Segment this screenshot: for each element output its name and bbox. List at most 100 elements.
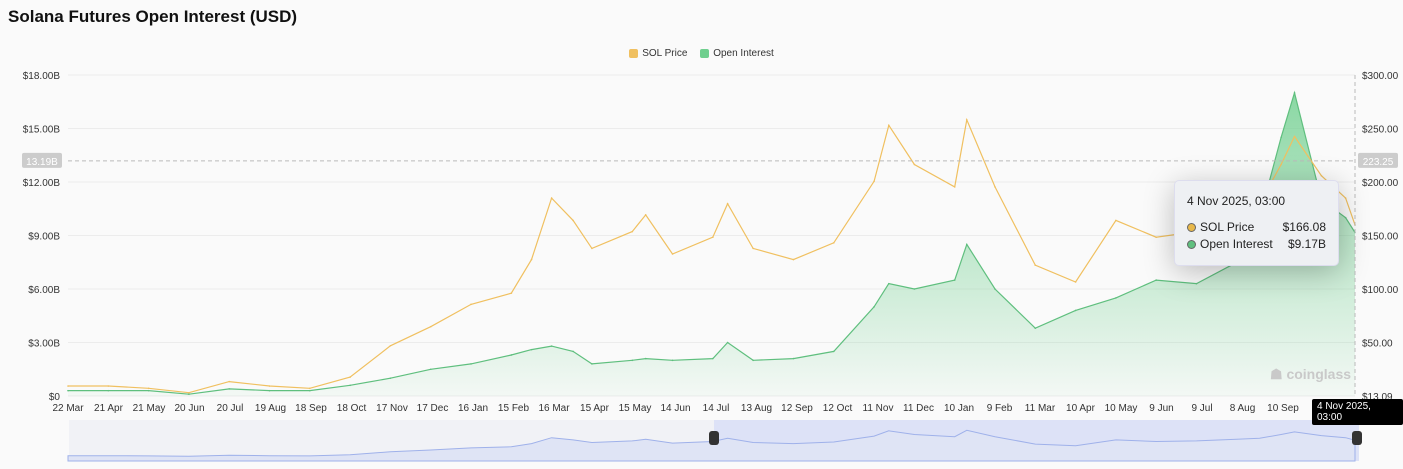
open-interest-point — [726, 341, 729, 344]
navigator-left-handle[interactable] — [709, 431, 719, 445]
open-interest-point — [530, 348, 533, 351]
x-tick-label: 16 Jan — [458, 403, 488, 414]
coinglass-watermark: ☗ coinglass — [1270, 366, 1352, 382]
open-interest-point — [873, 306, 875, 308]
sol-price-point — [530, 258, 533, 261]
sol-price-point — [726, 202, 729, 205]
open-interest-line — [68, 90, 1356, 395]
right-tick-label: $13.09 — [1362, 392, 1393, 403]
sol-price-point — [752, 247, 754, 250]
sol-price-point — [389, 344, 392, 347]
x-tick-label: 12 Sep — [781, 403, 813, 414]
sol-price-point — [309, 387, 311, 390]
open-interest-point — [1115, 297, 1117, 299]
right-tick-label: $250.00 — [1362, 125, 1399, 136]
legend: SOL Price Open Interest — [0, 48, 1403, 61]
open-interest-area — [68, 92, 1355, 397]
tooltip-value: $166.08 — [1282, 220, 1326, 234]
sol-price-point — [644, 214, 647, 216]
tooltip-row-open-interest: Open Interest $9.17B — [1187, 237, 1326, 251]
left-tick-label: $9.00B — [28, 232, 60, 243]
open-interest-point — [752, 359, 754, 362]
sol-price-point — [429, 325, 432, 328]
open-interest-point — [965, 243, 968, 246]
sol-price-point — [671, 253, 674, 255]
sol-price-point — [550, 197, 553, 199]
sol-price-point — [953, 186, 956, 188]
open-interest-point — [67, 389, 69, 392]
open-interest-point — [913, 288, 916, 290]
navigator-series — [67, 429, 1356, 462]
sol-price-point — [268, 385, 271, 387]
open-interest-point — [228, 388, 231, 390]
watermark-text: coinglass — [1286, 366, 1352, 382]
x-tick-label: 8 Aug — [1230, 403, 1256, 414]
x-tick-label: 10 Jan — [944, 403, 974, 414]
legend-item-open-interest[interactable]: Open Interest — [700, 48, 774, 59]
sol-price-point — [591, 247, 593, 250]
crosshair-x-label: 4 Nov 2025, 03:00 — [1312, 399, 1403, 425]
open-interest-point — [1034, 327, 1037, 330]
open-interest-point — [572, 350, 574, 353]
open-interest-point — [1293, 92, 1296, 94]
legend-swatch — [629, 49, 639, 58]
open-interest-point — [470, 363, 472, 365]
open-interest-point — [832, 350, 835, 353]
sol-price-point — [1320, 174, 1323, 177]
right-tick-label: $300.00 — [1362, 71, 1399, 82]
x-tick-label: 11 Dec — [903, 403, 934, 414]
open-interest-point — [953, 279, 956, 281]
open-interest-point — [1344, 216, 1347, 219]
left-tick-label: $3.00B — [28, 339, 60, 350]
open-interest-point — [188, 393, 190, 396]
sol-price-point — [1155, 236, 1157, 239]
legend-swatch — [700, 49, 710, 58]
sol-price-point — [792, 258, 795, 261]
navigator-right-handle[interactable] — [1352, 431, 1362, 445]
x-tick-label: 9 Jun — [1149, 403, 1173, 414]
x-tick-label: 15 Apr — [580, 403, 610, 414]
sol-price-point — [572, 219, 574, 222]
tooltip-row-sol-price: SOL Price $166.08 — [1187, 220, 1326, 234]
dot-icon — [1187, 222, 1196, 232]
x-tick-label: 11 Mar — [1025, 403, 1056, 414]
open-interest-point — [1280, 136, 1282, 139]
open-interest-point — [550, 345, 553, 347]
open-interest-point — [389, 377, 392, 379]
open-interest-point — [510, 354, 513, 356]
sol-price-point — [349, 376, 351, 378]
x-tick-label: 19 Aug — [255, 403, 286, 414]
dot-icon — [1187, 239, 1196, 249]
open-interest-point — [1074, 309, 1077, 312]
open-interest-point — [147, 389, 150, 392]
sol-price-point — [510, 292, 513, 294]
right-tick-label: $50.00 — [1362, 339, 1393, 350]
sol-price-point — [188, 391, 190, 394]
right-tick-label: $100.00 — [1362, 285, 1399, 296]
tooltip-label: Open Interest — [1200, 237, 1273, 251]
x-tick-label: 18 Oct — [337, 403, 367, 414]
legend-label: Open Interest — [713, 48, 774, 59]
left-tick-label: $0 — [49, 392, 61, 403]
x-tick-label: 22 Mar — [52, 403, 84, 414]
sol-price-point — [712, 236, 714, 239]
sol-price-point — [1344, 197, 1347, 199]
x-tick-label: 10 Sep — [1267, 403, 1299, 414]
legend-item-sol-price[interactable]: SOL Price — [629, 48, 687, 59]
x-tick-label: 10 Apr — [1066, 403, 1096, 414]
sol-price-point — [147, 387, 150, 390]
right-tick-label: $150.00 — [1362, 232, 1399, 243]
x-tick-label: 13 Aug — [741, 403, 772, 414]
open-interest-point — [591, 363, 593, 365]
crosshair-right-label: 223.25 — [1363, 157, 1394, 168]
x-tick-label: 17 Nov — [376, 403, 408, 414]
sol-price-point — [1280, 163, 1282, 166]
left-tick-label: $6.00B — [28, 285, 60, 296]
sol-price-point — [913, 163, 916, 166]
tooltip-label: SOL Price — [1200, 220, 1255, 234]
open-interest-point — [107, 389, 110, 392]
sol-price-point — [1115, 219, 1117, 222]
sol-price-point — [470, 303, 472, 306]
